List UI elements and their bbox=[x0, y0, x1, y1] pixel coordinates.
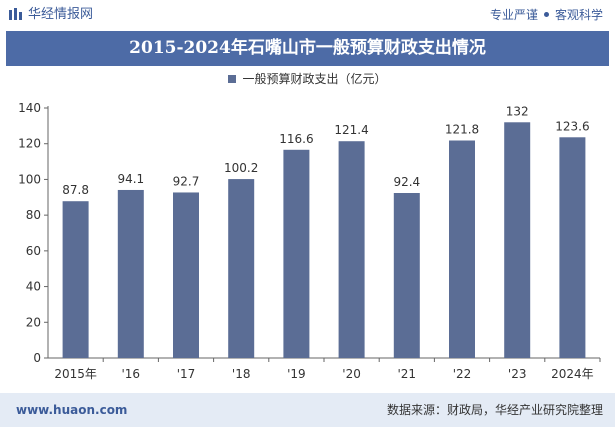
y-tick-label: 80 bbox=[26, 208, 41, 222]
labels-layer: 87.8 94.1 92.7 100.2 116.6 121.4 92.4 121.8 132 1… bbox=[62, 104, 589, 197]
bar bbox=[173, 192, 199, 358]
data-label: 94.1 bbox=[117, 172, 144, 186]
data-label: 123.6 bbox=[555, 119, 589, 133]
legend-swatch bbox=[228, 74, 237, 83]
huajing-logo-icon bbox=[9, 8, 22, 20]
slogan-right: 客观科学 bbox=[554, 8, 603, 22]
legend-label: 一般预算财政支出（亿元） bbox=[242, 72, 387, 86]
data-label: 100.2 bbox=[224, 161, 258, 175]
x-tick-label: '22 bbox=[453, 367, 472, 381]
x-tick-label: 2024年 bbox=[551, 367, 594, 381]
bar bbox=[559, 137, 586, 358]
data-label: 132 bbox=[506, 104, 529, 118]
title-bar: 2015-2024年石嘴山市一般预算财政支出情况 bbox=[6, 31, 609, 66]
y-tick-label: 20 bbox=[26, 315, 41, 329]
y-tick-label: 120 bbox=[18, 137, 41, 151]
footer-source: 数据来源：财政局，华经产业研究院整理 bbox=[386, 403, 603, 417]
data-label: 92.4 bbox=[393, 175, 420, 189]
bar bbox=[228, 179, 255, 358]
y-tick-label: 40 bbox=[26, 280, 41, 294]
x-tick-label: '16 bbox=[122, 367, 141, 381]
x-tick-label: '20 bbox=[342, 367, 361, 381]
bars-layer bbox=[62, 122, 586, 359]
data-label: 87.8 bbox=[62, 183, 89, 197]
chart-title: 2015-2024年石嘴山市一般预算财政支出情况 bbox=[129, 38, 486, 58]
slogan-left: 专业严谨 bbox=[489, 8, 538, 22]
bar bbox=[117, 189, 144, 358]
brand-name: 华经情报网 bbox=[28, 7, 94, 22]
slogan: 专业严谨 客观科学 bbox=[490, 5, 603, 25]
bar bbox=[504, 122, 531, 359]
data-label: 121.4 bbox=[334, 123, 368, 137]
data-label: 92.7 bbox=[173, 174, 200, 188]
x-tick-label: '18 bbox=[232, 367, 251, 381]
y-tick-label: 0 bbox=[33, 351, 41, 365]
data-label: 121.8 bbox=[445, 123, 479, 137]
y-tick-label: 140 bbox=[18, 101, 41, 115]
y-tick-label: 100 bbox=[18, 172, 41, 186]
x-tick-label: 2015年 bbox=[54, 367, 97, 381]
data-label: 116.6 bbox=[279, 132, 313, 146]
bar bbox=[393, 193, 420, 358]
bar bbox=[62, 201, 89, 358]
bar bbox=[283, 149, 310, 358]
top-bar: 华经情报网 专业严谨 客观科学 bbox=[0, 0, 615, 30]
chart-legend: 一般预算财政支出（亿元） bbox=[0, 71, 615, 87]
x-tick-label: '17 bbox=[177, 367, 196, 381]
bar bbox=[338, 141, 365, 358]
x-tick-label: '19 bbox=[287, 367, 306, 381]
separator-dot-icon bbox=[543, 12, 549, 17]
y-tick-label: 60 bbox=[26, 244, 41, 258]
footer-website[interactable]: www.huaon.com bbox=[16, 403, 128, 417]
footer: www.huaon.com 数据来源：财政局，华经产业研究院整理 bbox=[0, 393, 615, 427]
x-tick-label: '23 bbox=[508, 367, 527, 381]
bar bbox=[449, 140, 475, 358]
x-tick-label: '21 bbox=[398, 367, 417, 381]
